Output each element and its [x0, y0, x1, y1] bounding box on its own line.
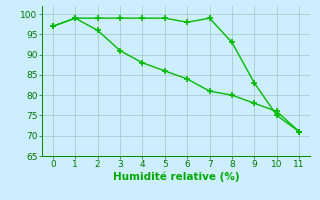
X-axis label: Humidité relative (%): Humidité relative (%) [113, 172, 239, 182]
